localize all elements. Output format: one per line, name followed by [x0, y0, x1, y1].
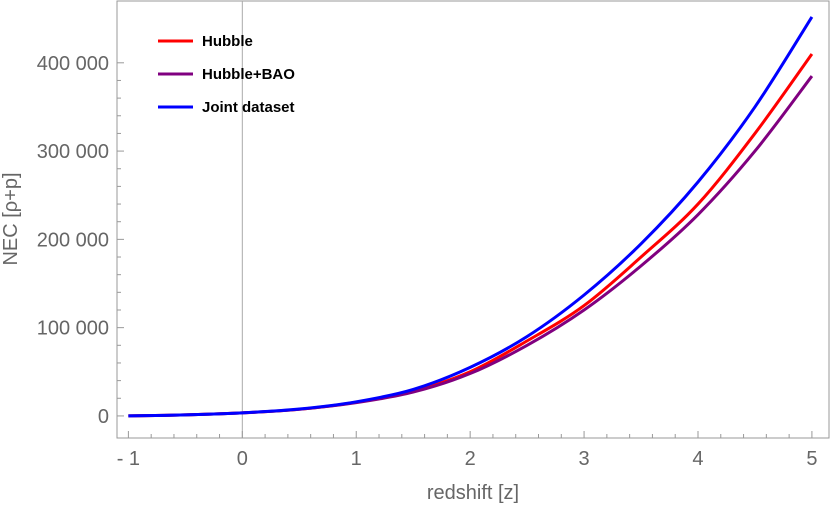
x-ticks: - 1 0 1 2 3 4 5	[117, 431, 817, 470]
legend-label: Hubble	[202, 33, 253, 50]
y-tick-label: 0	[98, 406, 109, 428]
x-tick-label: - 1	[117, 448, 140, 470]
plot-frame	[116, 0, 830, 439]
y-tick-label: 300 000	[37, 141, 109, 163]
y-ticks: 0 100 000 200 000 300 000 400 000	[37, 53, 124, 428]
x-tick-label: 0	[237, 448, 248, 470]
series-layer	[128, 16, 814, 418]
x-axis-label: redshift [z]	[427, 482, 519, 504]
y-axis-label: NEC [ρ+p]	[0, 172, 22, 265]
legend: Hubble Hubble+BAO Joint dataset	[158, 33, 295, 116]
y-tick-label: 400 000	[37, 53, 109, 75]
legend-label: Joint dataset	[202, 99, 295, 116]
legend-label: Hubble+BAO	[202, 66, 295, 83]
series-line-joint-dataset	[128, 16, 814, 418]
y-tick-label: 100 000	[37, 318, 109, 340]
x-tick-label: 3	[579, 448, 590, 470]
x-tick-label: 4	[692, 448, 703, 470]
series-line-hubble-bao	[128, 75, 814, 418]
x-tick-label: 1	[351, 448, 362, 470]
y-tick-label: 200 000	[37, 229, 109, 251]
x-tick-label: 5	[806, 448, 817, 470]
x-tick-label: 2	[465, 448, 476, 470]
